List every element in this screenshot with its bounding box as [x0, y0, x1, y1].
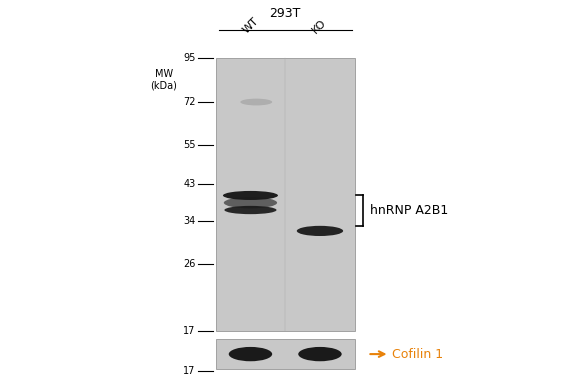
Text: KO: KO — [310, 17, 328, 35]
Text: WT: WT — [240, 16, 260, 35]
Text: 34: 34 — [183, 216, 196, 226]
Text: 43: 43 — [183, 179, 196, 189]
Bar — [216, 339, 354, 369]
Ellipse shape — [297, 226, 343, 236]
Text: 55: 55 — [183, 140, 196, 150]
Text: 72: 72 — [183, 97, 196, 107]
Ellipse shape — [223, 191, 278, 200]
Text: hnRNP A2B1: hnRNP A2B1 — [370, 204, 449, 217]
Text: 293T: 293T — [269, 7, 301, 20]
Ellipse shape — [229, 347, 272, 361]
Bar — [216, 58, 354, 331]
Text: 17: 17 — [183, 366, 196, 376]
Text: 26: 26 — [183, 259, 196, 269]
Text: MW
(kDa): MW (kDa) — [150, 69, 177, 91]
Ellipse shape — [224, 197, 277, 208]
Text: 17: 17 — [183, 326, 196, 336]
Text: Cofilin 1: Cofilin 1 — [392, 348, 443, 361]
Ellipse shape — [298, 347, 342, 361]
Ellipse shape — [240, 99, 272, 105]
Text: 95: 95 — [183, 53, 196, 63]
Ellipse shape — [225, 206, 276, 214]
